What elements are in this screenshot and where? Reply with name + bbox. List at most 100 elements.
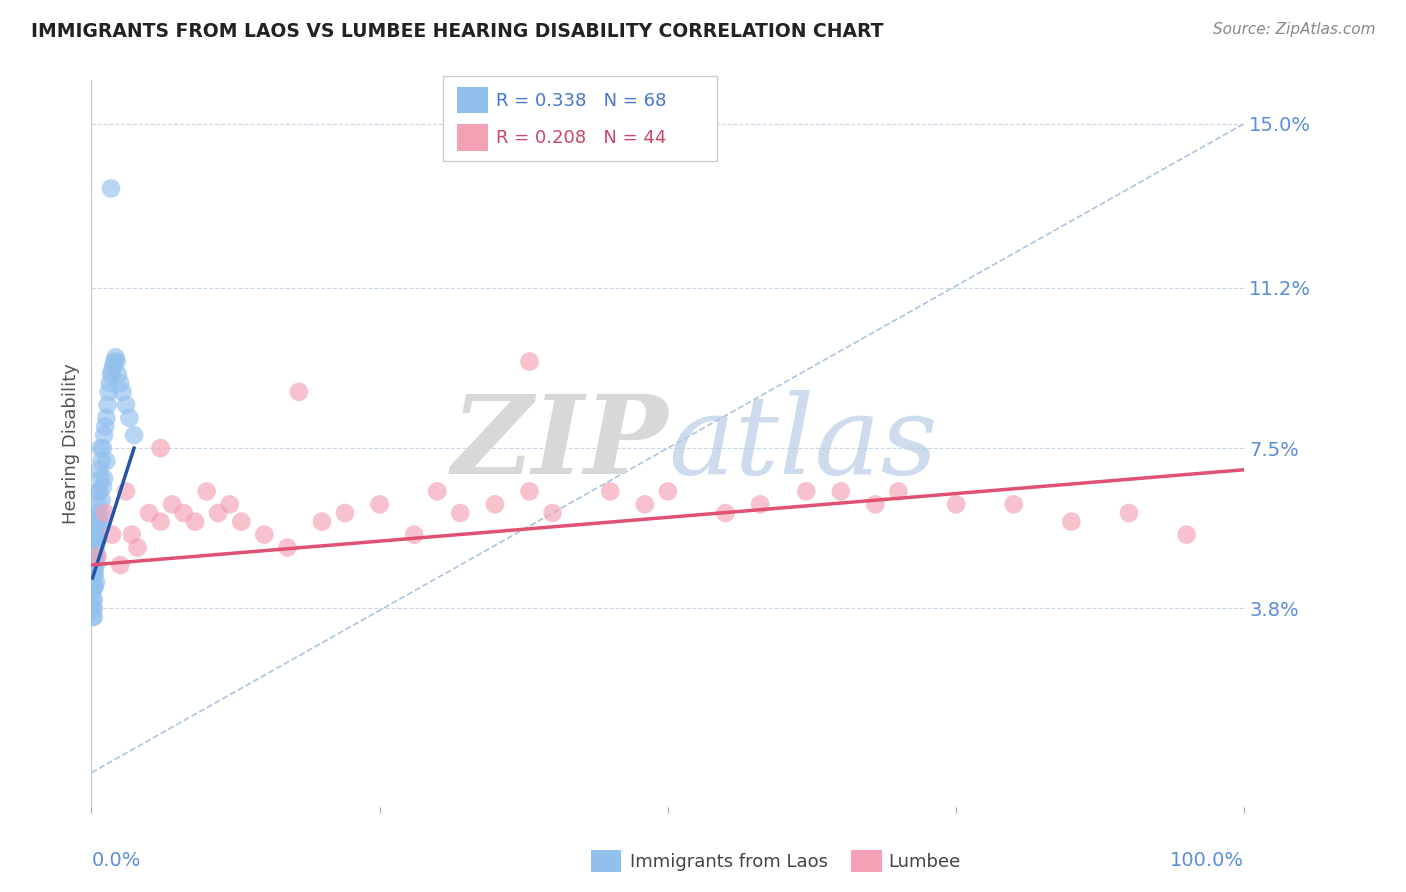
Point [1118,506,1140,520]
Text: R = 0.208   N = 44: R = 0.208 N = 44 [496,129,666,147]
Point [311,515,333,529]
Point [82,541,104,555]
Point [86,506,108,520]
Point [149,515,172,529]
Point [333,506,356,520]
Point [97,384,120,399]
Point [94,419,117,434]
Point [118,410,141,425]
Text: IMMIGRANTS FROM LAOS VS LUMBEE HEARING DISABILITY CORRELATION CHART: IMMIGRANTS FROM LAOS VS LUMBEE HEARING D… [31,22,883,41]
Point [714,506,737,520]
Point [115,484,138,499]
Point [149,441,172,455]
Text: 0.0%: 0.0% [91,851,141,870]
Point [96,398,118,412]
Point [484,497,506,511]
Point [634,497,657,511]
Point [218,497,240,511]
Point [865,497,887,511]
Point [103,359,125,373]
Point [100,181,122,195]
Point [276,541,298,555]
Text: 100.0%: 100.0% [1170,851,1244,870]
Point [83,541,105,555]
Point [87,515,110,529]
Point [84,575,107,590]
Point [945,497,967,511]
Point [82,601,104,615]
Point [84,515,107,529]
Point [749,497,772,511]
Point [86,549,108,564]
Point [115,398,138,412]
Point [83,558,105,572]
Point [96,410,118,425]
Point [599,484,621,499]
Point [83,601,105,615]
Point [253,527,276,541]
Point [84,527,107,541]
Point [83,558,105,572]
Point [160,497,183,511]
Point [82,592,104,607]
Text: Source: ZipAtlas.com: Source: ZipAtlas.com [1212,22,1375,37]
Point [449,506,471,520]
Point [91,480,114,494]
Point [96,454,118,468]
Point [103,354,125,368]
Point [1175,527,1198,541]
Point [86,519,108,533]
Point [90,493,112,508]
Point [121,527,143,541]
Text: Lumbee: Lumbee [889,853,960,871]
Point [82,583,104,598]
Y-axis label: Hearing Disability: Hearing Disability [62,363,80,524]
Point [104,350,127,364]
Point [90,506,112,520]
Point [98,376,121,391]
Point [83,580,105,594]
Point [90,441,112,455]
Text: atlas: atlas [668,390,938,498]
Point [1060,515,1083,529]
Point [87,497,110,511]
Point [794,484,817,499]
Point [657,484,679,499]
Point [122,428,145,442]
Point [86,549,108,564]
Point [83,527,105,541]
Point [83,536,105,550]
Point [84,558,107,572]
Point [1002,497,1025,511]
Point [105,354,128,368]
Point [87,484,110,499]
Point [195,484,218,499]
Point [82,610,104,624]
Point [101,527,124,541]
Point [541,506,564,520]
Point [83,549,105,564]
Point [93,428,115,442]
Point [83,592,105,607]
Point [138,506,160,520]
Point [89,515,111,529]
Point [82,575,104,590]
Point [82,571,104,585]
Point [83,580,105,594]
Point [110,558,132,572]
Point [89,484,111,499]
Point [82,536,104,550]
Point [519,354,541,368]
Point [89,463,111,477]
Text: Immigrants from Laos: Immigrants from Laos [630,853,828,871]
Point [830,484,852,499]
Point [100,368,122,382]
Point [87,532,110,546]
Text: ZIP: ZIP [451,390,668,498]
Point [90,471,112,485]
Point [231,515,253,529]
Point [107,368,129,382]
Point [110,376,132,391]
Point [83,549,105,564]
Point [84,541,107,555]
